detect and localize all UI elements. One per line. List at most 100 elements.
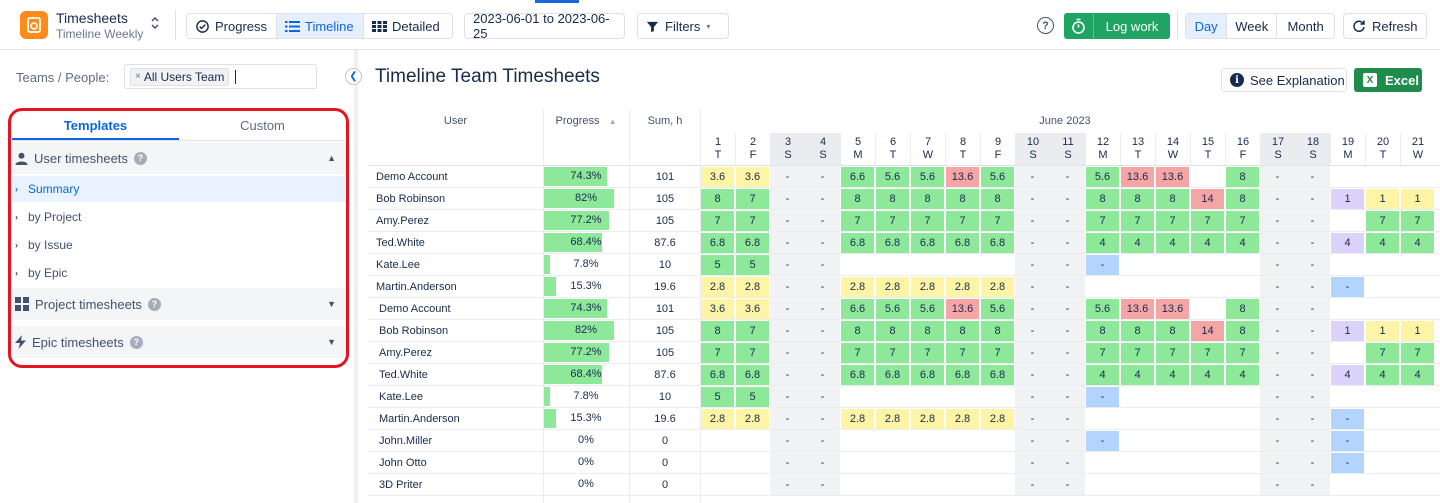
day-cell[interactable]: -: [1086, 387, 1119, 407]
day-cell[interactable]: -: [1086, 255, 1119, 275]
period-week-button[interactable]: Week: [1227, 14, 1278, 38]
day-cell[interactable]: 5.6: [981, 299, 1014, 319]
day-cell[interactable]: -: [820, 413, 825, 425]
day-cell[interactable]: -: [1310, 479, 1315, 491]
day-cell[interactable]: 7: [701, 343, 734, 363]
date-range-picker[interactable]: 2023-06-01 to 2023-06-25: [464, 11, 625, 41]
day-cell[interactable]: -: [1331, 431, 1364, 451]
day-cell[interactable]: -: [1310, 281, 1315, 293]
day-cell[interactable]: 5.6: [911, 299, 944, 319]
day-cell[interactable]: -: [785, 369, 790, 381]
day-cell[interactable]: -: [1030, 457, 1035, 469]
day-cell[interactable]: 6.6: [841, 299, 874, 319]
day-cell[interactable]: -: [1030, 303, 1035, 315]
day-cell[interactable]: -: [1065, 347, 1070, 359]
table-row[interactable]: Kate.Lee 7.8% 10 5 5 - - - - - - -: [368, 386, 1440, 408]
group-epic-timesheets[interactable]: Epic timesheets ? ▼: [12, 326, 346, 358]
day-cell[interactable]: 4: [1226, 365, 1259, 385]
day-cell[interactable]: -: [820, 457, 825, 469]
day-cell[interactable]: 13.6: [946, 299, 979, 319]
day-cell[interactable]: 8: [1226, 321, 1259, 341]
day-cell[interactable]: 2.8: [946, 409, 979, 429]
day-cell[interactable]: -: [1310, 237, 1315, 249]
day-cell[interactable]: 7: [1156, 343, 1189, 363]
day-cell[interactable]: 2.8: [946, 277, 979, 297]
day-cell[interactable]: 4: [1121, 365, 1154, 385]
day-cell[interactable]: -: [1065, 369, 1070, 381]
day-cell[interactable]: 6.8: [946, 233, 979, 253]
period-month-button[interactable]: Month: [1277, 14, 1334, 38]
day-cell[interactable]: 7: [911, 343, 944, 363]
day-cell[interactable]: 8: [1156, 321, 1189, 341]
day-cell[interactable]: -: [820, 391, 825, 403]
day-cell[interactable]: 7: [841, 211, 874, 231]
day-cell[interactable]: -: [785, 171, 790, 183]
day-cell[interactable]: 7: [701, 211, 734, 231]
day-cell[interactable]: 7: [1156, 211, 1189, 231]
day-cell[interactable]: -: [1030, 215, 1035, 227]
panel-splitter[interactable]: [354, 50, 358, 503]
day-cell[interactable]: -: [1310, 413, 1315, 425]
day-cell[interactable]: 7: [1226, 211, 1259, 231]
tab-templates[interactable]: Templates: [12, 112, 179, 140]
day-cell[interactable]: -: [785, 193, 790, 205]
day-cell[interactable]: -: [1030, 479, 1035, 491]
day-cell[interactable]: -: [1275, 435, 1280, 447]
day-cell[interactable]: 1: [1366, 189, 1399, 209]
day-cell[interactable]: -: [820, 369, 825, 381]
day-cell[interactable]: 6.8: [841, 233, 874, 253]
day-cell[interactable]: -: [820, 193, 825, 205]
day-cell[interactable]: 4: [1401, 233, 1434, 253]
day-cell[interactable]: 5.6: [876, 167, 909, 187]
day-cell[interactable]: 8: [876, 321, 909, 341]
table-row[interactable]: Martin.Anderson 15.3% 19.6 2.8 2.8- -2.8 2.8 2.…: [368, 408, 1440, 430]
help-icon[interactable]: ?: [147, 297, 161, 311]
day-cell[interactable]: -: [1030, 259, 1035, 271]
day-cell[interactable]: 8: [911, 321, 944, 341]
day-cell[interactable]: 8: [701, 321, 734, 341]
day-cell[interactable]: -: [1275, 171, 1280, 183]
day-cell[interactable]: -: [820, 479, 825, 491]
day-cell[interactable]: -: [1275, 281, 1280, 293]
day-cell[interactable]: 7: [946, 211, 979, 231]
day-cell[interactable]: 2.8: [736, 409, 769, 429]
log-work-button[interactable]: Log work: [1064, 13, 1170, 39]
day-cell[interactable]: -: [1310, 369, 1315, 381]
group-user-timesheets[interactable]: User timesheets ? ▲: [12, 142, 346, 174]
day-cell[interactable]: -: [785, 281, 790, 293]
day-cell[interactable]: -: [820, 347, 825, 359]
day-cell[interactable]: 8: [841, 321, 874, 341]
day-cell[interactable]: 8: [876, 189, 909, 209]
day-cell[interactable]: 6.6: [841, 167, 874, 187]
day-cell[interactable]: 7: [1191, 343, 1224, 363]
col-header-progress[interactable]: Progress ▲: [543, 115, 629, 127]
day-cell[interactable]: 8: [1226, 167, 1259, 187]
day-cell[interactable]: -: [1065, 215, 1070, 227]
day-cell[interactable]: -: [1065, 281, 1070, 293]
day-cell[interactable]: -: [1275, 479, 1280, 491]
day-cell[interactable]: -: [820, 435, 825, 447]
day-cell[interactable]: 2.8: [911, 277, 944, 297]
day-cell[interactable]: -: [785, 435, 790, 447]
day-cell[interactable]: -: [785, 347, 790, 359]
table-row[interactable]: 3D Priter 0% 0 - - - - - -: [368, 474, 1440, 496]
day-cell[interactable]: 5.6: [876, 299, 909, 319]
day-cell[interactable]: -: [1275, 391, 1280, 403]
day-cell[interactable]: -: [1310, 435, 1315, 447]
day-cell[interactable]: 4: [1156, 233, 1189, 253]
day-cell[interactable]: 7: [1366, 343, 1399, 363]
day-cell[interactable]: -: [785, 413, 790, 425]
collapse-panel-icon[interactable]: ❮: [345, 68, 362, 85]
day-cell[interactable]: 2.8: [701, 409, 734, 429]
day-cell[interactable]: 7: [1121, 211, 1154, 231]
day-cell[interactable]: 13.6: [1156, 167, 1189, 187]
day-cell[interactable]: 4: [1156, 365, 1189, 385]
excel-export-button[interactable]: X Excel: [1354, 68, 1422, 92]
day-cell[interactable]: 6.8: [981, 365, 1014, 385]
day-cell[interactable]: -: [1030, 281, 1035, 293]
day-cell[interactable]: -: [785, 237, 790, 249]
day-cell[interactable]: 13.6: [1121, 167, 1154, 187]
day-cell[interactable]: -: [1310, 215, 1315, 227]
day-cell[interactable]: -: [1030, 193, 1035, 205]
day-cell[interactable]: 5.6: [1086, 299, 1119, 319]
